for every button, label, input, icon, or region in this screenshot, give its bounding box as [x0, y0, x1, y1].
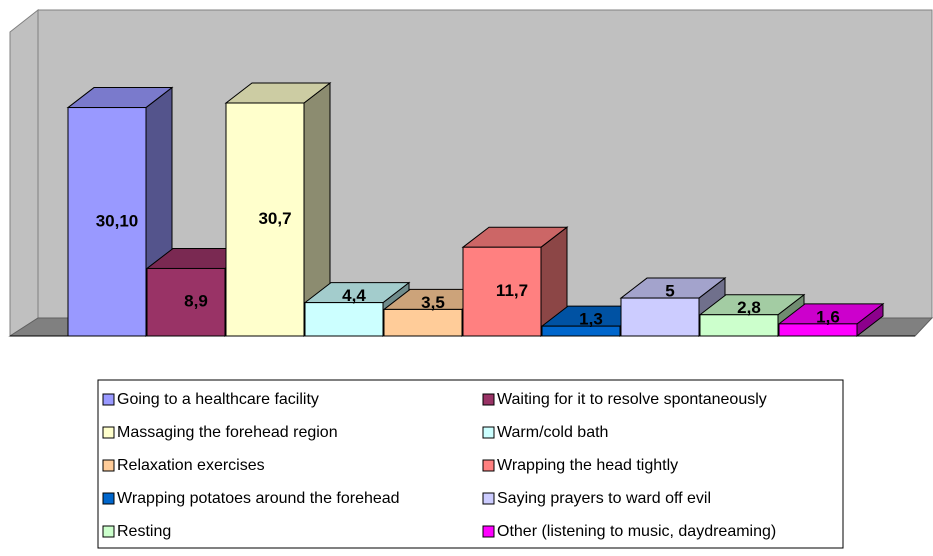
data-label: 30,7	[258, 209, 291, 228]
legend-label: Wrapping the head tightly	[497, 457, 678, 474]
bar	[146, 267, 226, 337]
data-label: 8,9	[184, 292, 208, 311]
bar	[462, 246, 542, 337]
legend-swatch	[102, 426, 115, 439]
legend-label: Saying prayers to ward off evil	[497, 490, 711, 507]
legend	[97, 379, 844, 549]
bar	[620, 297, 700, 337]
legend-swatch	[102, 525, 115, 538]
data-label: 30,10	[96, 211, 139, 230]
legend-label: Going to a healthcare facility	[117, 391, 319, 408]
legend-swatch	[102, 459, 115, 472]
legend-label: Wrapping potatoes around the forehead	[117, 490, 400, 507]
bar	[304, 302, 384, 337]
bar	[67, 107, 147, 337]
legend-swatch	[102, 393, 115, 406]
bar	[541, 325, 621, 337]
bar	[383, 308, 463, 337]
legend-label: Resting	[117, 523, 171, 540]
data-label: 4,4	[342, 286, 366, 305]
data-label: 1,6	[816, 307, 840, 326]
legend-label: Other (listening to music, daydreaming)	[497, 523, 776, 540]
legend-swatch	[482, 525, 495, 538]
legend-swatch	[102, 492, 115, 505]
legend-swatch	[482, 459, 495, 472]
data-label: 11,7	[496, 281, 528, 300]
data-label: 1,3	[579, 310, 603, 329]
bar	[225, 102, 305, 337]
legend-swatch	[482, 393, 495, 406]
data-label: 3,5	[421, 293, 445, 312]
legend-label: Relaxation exercises	[117, 457, 265, 474]
bar	[699, 314, 779, 337]
data-label: 5	[665, 282, 674, 301]
bar	[778, 323, 858, 337]
legend-label: Warm/cold bath	[497, 424, 608, 441]
legend-label: Waiting for it to resolve spontaneously	[497, 391, 767, 408]
legend-swatch	[482, 492, 495, 505]
data-label: 2,8	[737, 298, 761, 317]
legend-label: Massaging the forehead region	[117, 424, 338, 441]
side-wall	[9, 8, 39, 337]
legend-swatch	[482, 426, 495, 439]
